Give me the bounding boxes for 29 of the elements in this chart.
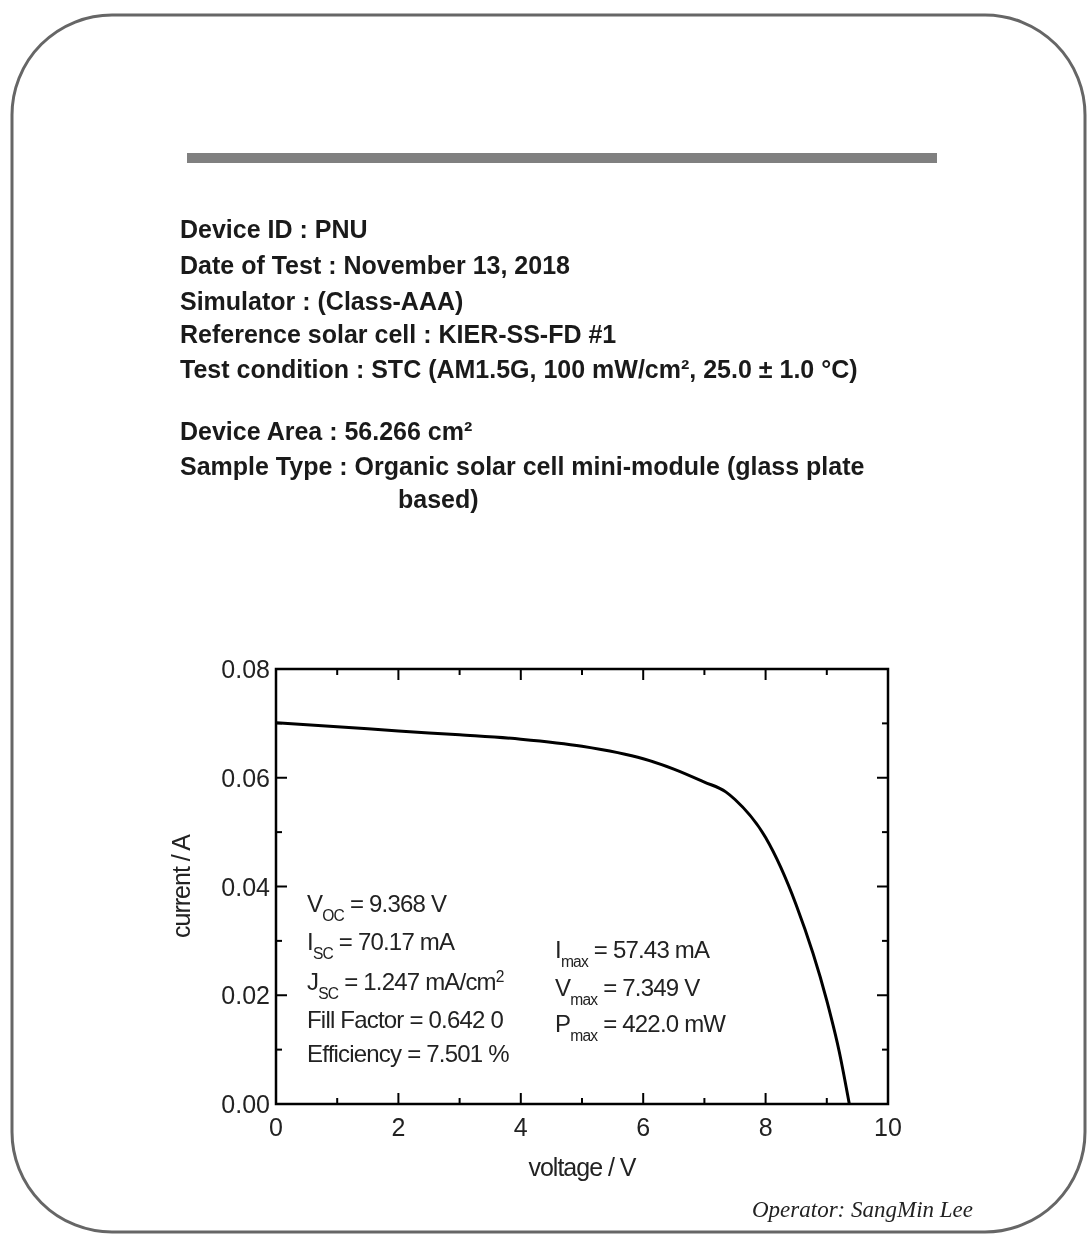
annotation: V$_{max}$ = 7.349 V xyxy=(555,974,701,1008)
text: Simulator : (Class-AAA) xyxy=(180,287,464,315)
text: 0.00 xyxy=(221,1090,270,1118)
y-axis-title: current / A xyxy=(167,833,195,938)
annotation: Efficiency = 7.501 % xyxy=(307,1040,510,1067)
annotation: I$_{SC}$ = 70.17 mA xyxy=(307,928,456,962)
x-tick-label: 4 xyxy=(513,1113,528,1141)
annotation: Fill Factor = 0.642 0 xyxy=(307,1006,504,1033)
text: Device ID : PNU xyxy=(180,215,368,243)
x-tick-label: 2 xyxy=(391,1113,406,1141)
text: Sample Type : Organic solar cell mini-module (glass plate based) xyxy=(180,452,865,513)
annotation: V$_{OC}$ = 9.368 V xyxy=(307,890,447,924)
y-tick-label: 0.04 xyxy=(221,872,271,901)
x-tick-label: 6 xyxy=(636,1113,651,1141)
text: Reference solar cell : KIER-SS-FD #1 xyxy=(180,320,617,348)
annotation: P$_{max}$ = 422.0 mW xyxy=(555,1010,727,1044)
y-tick-label: 0.02 xyxy=(221,981,270,1010)
x-tick-label: 0 xyxy=(269,1113,283,1141)
text: Device Area : 56.266 cm² xyxy=(180,417,473,445)
annotation: J$_{SC}$ = 1.247 mA/cm$^{2}$ xyxy=(307,967,504,1002)
text: Test condition : STC (AM1.5G, 100 mW/cm², 25.0 ± 1.0 °C) xyxy=(180,355,858,383)
x-tick-label: 10 xyxy=(874,1113,902,1141)
text: Operator: SangMin Lee xyxy=(751,1197,973,1222)
x-axis-title: voltage / V xyxy=(528,1153,637,1181)
y-tick-label: 0.08 xyxy=(221,655,270,683)
x-tick-label: 8 xyxy=(758,1113,773,1141)
y-tick-label: 0.06 xyxy=(221,763,270,792)
annotation: I$_{max}$ = 57.43 mA xyxy=(555,936,711,970)
text: Date of Test : November 13, 2018 xyxy=(180,251,571,279)
